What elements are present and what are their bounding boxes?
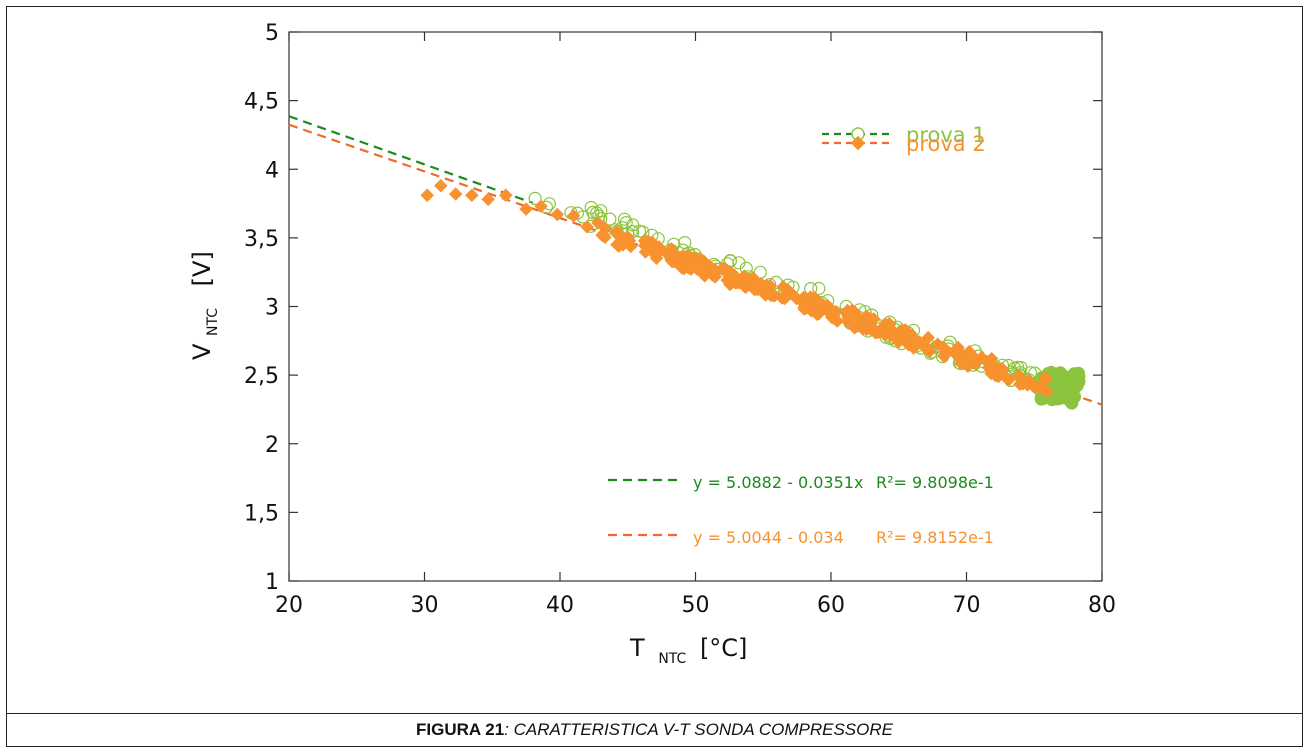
point-prova-2 <box>640 235 655 249</box>
point-prova-2 <box>465 188 479 203</box>
x-tick-label: 60 <box>817 593 845 618</box>
point-prova-2 <box>965 348 980 363</box>
point-prova-2 <box>708 262 722 277</box>
point-prova-2 <box>566 209 581 223</box>
point-prova-2 <box>758 288 773 302</box>
x-tick-label: 80 <box>1088 593 1116 618</box>
point-prova-1 <box>1051 392 1065 406</box>
point-prova-1 <box>528 191 542 205</box>
point-prova-2 <box>846 304 861 319</box>
y-tick-label: 3,5 <box>244 227 279 252</box>
y-tick-label: 2,5 <box>244 364 279 389</box>
y-tick-label: 2 <box>265 433 279 458</box>
point-prova-2 <box>859 322 874 337</box>
legend-label-prova-1: prova 1 <box>906 123 986 147</box>
r2-prova-1: R²= 9.8098e-1 <box>876 473 994 492</box>
x-tick-label: 70 <box>953 593 981 618</box>
equation-prova-1: y = 5.0882 - 0.0351x <box>693 473 863 492</box>
figure-frame <box>6 6 1303 747</box>
fit-lines <box>288 115 1103 406</box>
point-prova-2 <box>871 325 886 340</box>
y-tick-label: 5 <box>265 21 279 46</box>
y-axis-title: V NTC [V] <box>188 251 223 360</box>
point-prova-2 <box>763 279 778 293</box>
plot-area <box>288 31 1103 582</box>
point-prova-2 <box>797 300 811 315</box>
point-prova-1 <box>1059 377 1073 391</box>
point-prova-2 <box>664 250 679 265</box>
fit-line-prova-2 <box>288 123 1103 406</box>
point-prova-1 <box>632 224 647 238</box>
point-prova-2 <box>1038 370 1052 385</box>
legend: prova 1 prova 2 <box>822 123 986 156</box>
point-prova-1 <box>603 212 617 226</box>
axes: 20 30 40 50 60 70 80 1 1,5 2 2,5 3 3,5 4 4,5 5 <box>244 21 1116 618</box>
point-prova-2 <box>898 325 913 340</box>
point-prova-2 <box>420 188 435 203</box>
legend-marker-prova-2 <box>850 135 866 151</box>
point-prova-2 <box>1011 368 1026 383</box>
data-points <box>420 178 1086 410</box>
equation-prova-2: y = 5.0044 - 0.034 <box>693 528 844 547</box>
point-prova-2 <box>1040 384 1054 399</box>
y-tick-label: 4 <box>265 158 279 183</box>
y-tick-label: 1 <box>265 570 279 595</box>
x-tick-label: 50 <box>682 593 710 618</box>
fit-annotations: y = 5.0882 - 0.0351x R²= 9.8098e-1 y = 5… <box>608 473 994 547</box>
figure-caption: FIGURA 21: CARATTERISTICA V-T SONDA COMP… <box>6 720 1303 740</box>
legend-label-prova-2: prova 2 <box>906 132 986 156</box>
point-prova-2 <box>781 288 795 302</box>
fit-line-prova-1 <box>288 115 534 204</box>
point-prova-2 <box>722 264 737 279</box>
point-prova-2 <box>708 269 723 284</box>
point-prova-2 <box>812 306 826 321</box>
point-prova-2 <box>690 262 705 277</box>
point-prova-2 <box>646 245 660 260</box>
point-prova-2 <box>534 199 548 214</box>
point-prova-2 <box>433 178 448 193</box>
point-prova-2 <box>598 230 612 245</box>
y-tick-label: 4,5 <box>244 90 279 115</box>
point-prova-2 <box>448 187 463 201</box>
point-prova-2 <box>937 349 951 364</box>
point-prova-2 <box>950 348 964 363</box>
point-prova-2 <box>610 237 624 252</box>
point-prova-2 <box>982 361 997 376</box>
point-prova-2 <box>591 215 605 230</box>
caption-text: : CARATTERISTICA V-T SONDA COMPRESSORE <box>504 720 893 739</box>
point-prova-2 <box>481 192 496 207</box>
y-tick-label: 3 <box>265 296 279 321</box>
caption-label: FIGURA 21 <box>415 720 505 739</box>
point-prova-2 <box>1013 377 1027 392</box>
point-prova-1 <box>1070 375 1084 389</box>
point-prova-2 <box>750 282 765 297</box>
point-prova-2 <box>824 310 839 325</box>
x-tick-label: 20 <box>275 593 303 618</box>
caption-row: FIGURA 21: CARATTERISTICA V-T SONDA COMP… <box>6 713 1303 747</box>
point-prova-2 <box>891 335 906 349</box>
y-tick-label: 1,5 <box>244 501 279 526</box>
point-prova-2 <box>519 202 533 216</box>
r2-prova-2: R²= 9.8152e-1 <box>876 528 994 547</box>
x-tick-label: 40 <box>546 593 574 618</box>
point-prova-2 <box>550 207 565 222</box>
point-prova-2 <box>621 230 636 245</box>
point-prova-2 <box>498 188 513 203</box>
point-prova-2 <box>995 361 1009 376</box>
point-prova-1 <box>584 200 598 215</box>
x-tick-label: 30 <box>411 593 439 618</box>
point-prova-1 <box>812 281 826 296</box>
x-axis-title: T NTC [°C] <box>629 634 747 669</box>
point-prova-2 <box>847 320 862 335</box>
point-prova-2 <box>912 335 927 349</box>
point-prova-2 <box>1028 380 1043 395</box>
point-prova-2 <box>580 220 594 234</box>
point-prova-2 <box>1000 372 1015 386</box>
point-prova-2 <box>675 252 689 267</box>
point-prova-2 <box>740 274 755 289</box>
